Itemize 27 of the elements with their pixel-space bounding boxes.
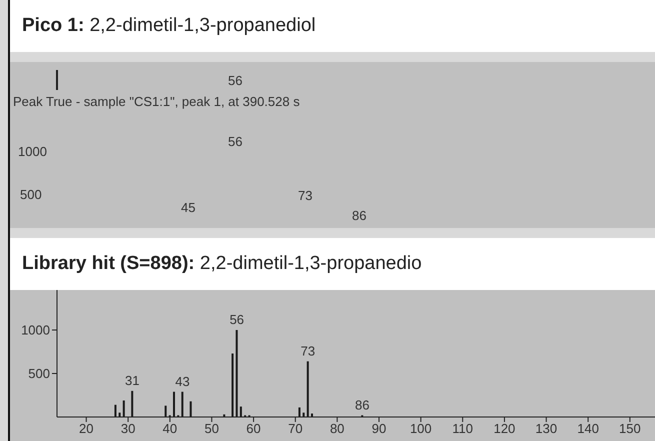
x-tick-label: 120: [494, 421, 516, 436]
x-tick-label: 30: [120, 421, 136, 436]
x-tick-label: 150: [619, 421, 641, 436]
annotation: 31: [125, 372, 140, 388]
text: Peak True - sample "CS1:1", peak 1, at 390.528 s: [13, 94, 300, 109]
x-tick-label: 80: [330, 421, 344, 436]
annotation: 86: [355, 397, 370, 412]
annotation: 43: [175, 374, 190, 389]
x-tick-label: 50: [204, 421, 219, 436]
x-tick-label: 100: [410, 421, 432, 436]
x-tick-label: 40: [162, 421, 178, 436]
text: 45: [181, 200, 196, 215]
chart-title: Library hit (S=898): 2,2-dimetil-1,3-propanedio: [22, 253, 422, 275]
text: 56: [228, 73, 242, 88]
x-tick-label: 90: [372, 421, 386, 436]
x-tick-label: 130: [535, 421, 558, 436]
x-tick-label: 20: [79, 421, 94, 436]
annotation: 73: [300, 343, 316, 358]
x-tick-label: 110: [452, 421, 474, 436]
annotation: 56: [230, 312, 244, 328]
text: Pico 1: 2,2-dimetil-1,3-propanediol: [22, 15, 316, 37]
x-tick-label: 140: [577, 421, 599, 436]
x-tick-label: 70: [288, 421, 303, 436]
text: 86: [352, 208, 366, 223]
x-tick-label: 60: [246, 421, 261, 436]
text: 73: [298, 188, 312, 203]
text: 56: [228, 134, 242, 149]
